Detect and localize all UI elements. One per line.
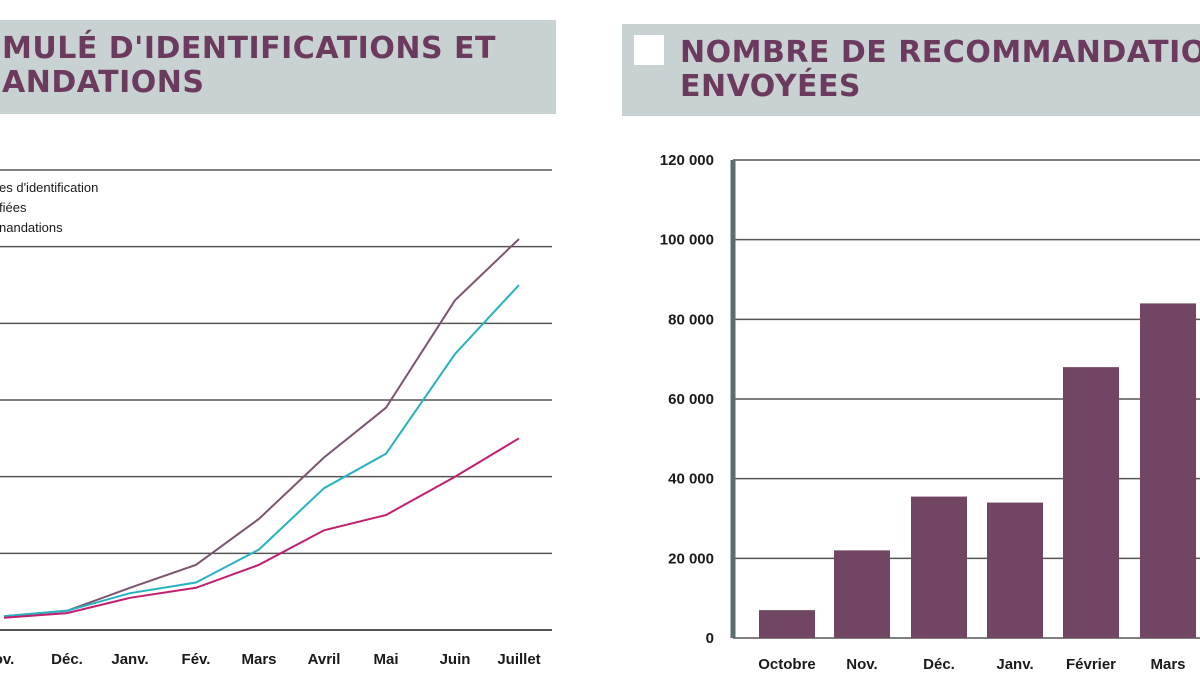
left-series-line-3 [3,437,520,619]
right-x-tick-label: Février [1066,656,1116,673]
left-x-tick-label: Fév. [182,651,211,668]
left-x-tick-label: Juin [440,651,471,668]
right-x-tick-label: Nov. [846,656,877,673]
right-title-line-1: NOMBRE DE RECOMMANDATION [680,35,1200,70]
right-y-tick-label: 20 000 [668,550,714,567]
left-title-line-1: MULÉ D'IDENTIFICATIONS ET [2,31,496,66]
left-x-tick-label: ov. [0,651,14,668]
right-chart-title: NOMBRE DE RECOMMANDATION ENVOYÉES [622,24,1200,116]
right-y-tick-label: 60 000 [668,391,714,408]
right-y-tick-label: 120 000 [660,152,714,169]
right-y-tick-label: 100 000 [660,232,714,249]
left-legend-entry: es d'identification [0,180,98,195]
left-legend-entry: fiées [0,200,27,215]
left-x-tick-label: Avril [308,651,341,668]
bar-mars [1140,303,1196,638]
left-series-line-1 [3,238,520,618]
right-title-line-2: ENVOYÉES [680,69,862,104]
left-x-tick-label: Juillet [497,651,540,668]
bar-fvrier [1063,367,1119,638]
bar-nov [834,550,890,638]
left-x-tick-label: Déc. [51,651,83,668]
right-x-tick-label: Octobre [758,656,816,673]
left-chart-title: MULÉ D'IDENTIFICATIONS ET ANDATIONS [0,20,556,114]
right-x-tick-label: Déc. [923,656,955,673]
bar-octobre [759,610,815,638]
left-title-line-2: ANDATIONS [2,65,205,100]
right-x-tick-label: Mars [1150,656,1185,673]
left-x-tick-label: Janv. [111,651,148,668]
right-y-tick-label: 80 000 [668,311,714,328]
left-x-tick-label: Mai [373,651,398,668]
right-y-tick-label: 40 000 [668,471,714,488]
bar-dc [911,496,967,638]
bar-janv [987,502,1043,638]
left-x-tick-label: Mars [241,651,276,668]
right-x-tick-label: Janv. [996,656,1033,673]
right-y-tick-label: 0 [706,630,714,647]
left-legend-entry: nandations [0,220,63,235]
left-series-line-2 [3,284,520,618]
title-square-icon [634,35,664,65]
